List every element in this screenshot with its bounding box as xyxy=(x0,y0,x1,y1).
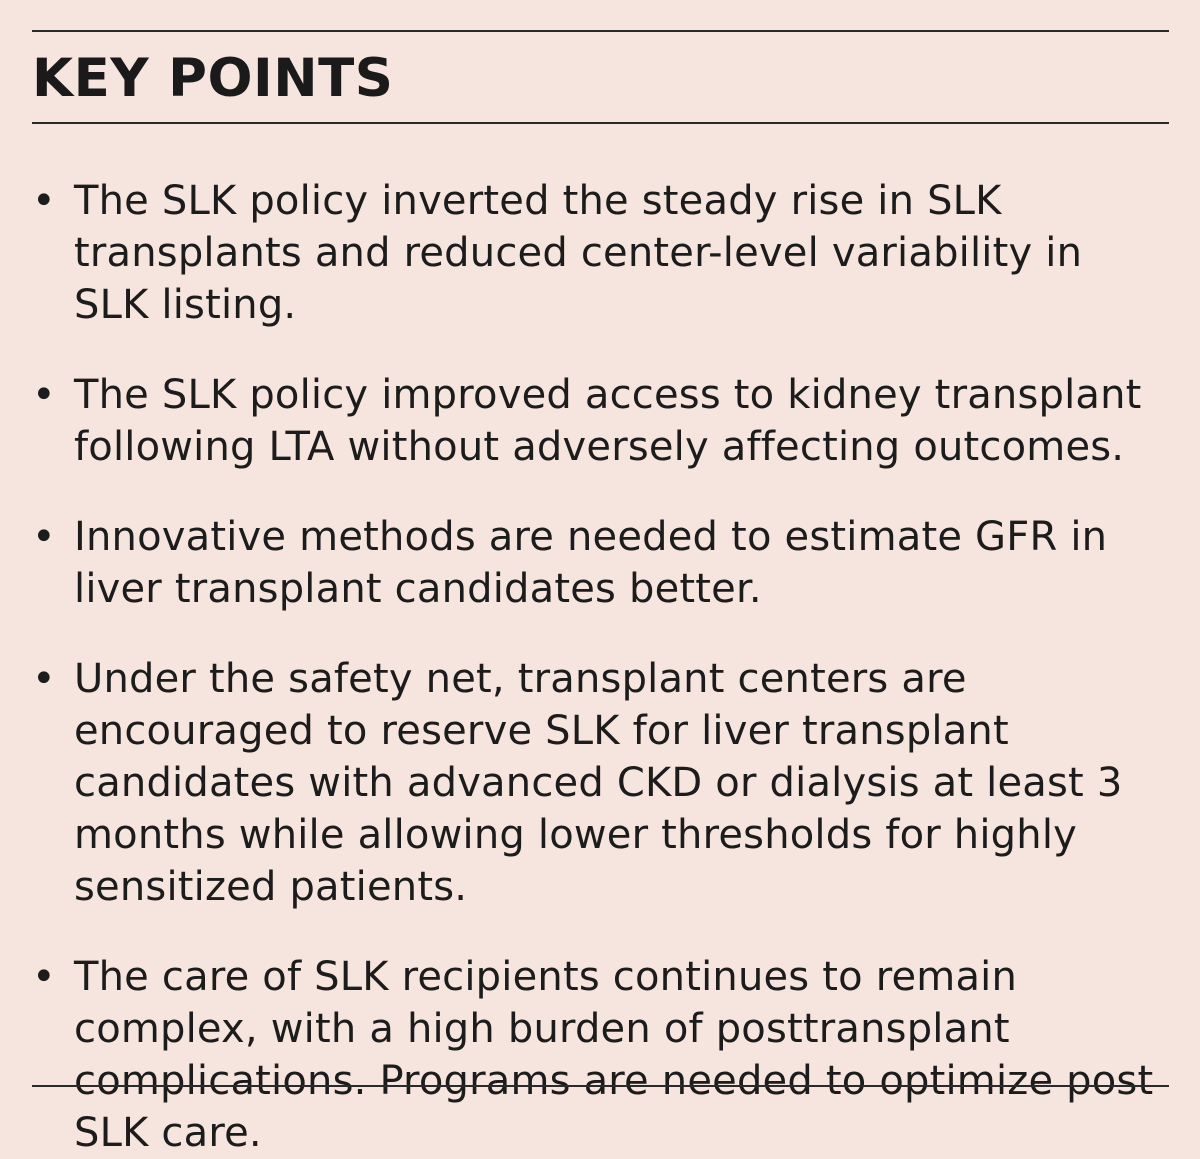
bullet-icon: • xyxy=(32,954,56,1000)
key-point-text: The SLK policy inverted the steady rise … xyxy=(74,178,1083,328)
key-point-text: The SLK policy improved access to kidney… xyxy=(74,372,1142,470)
heading-rule xyxy=(32,122,1169,124)
key-point-item: • The SLK policy improved access to kidn… xyxy=(28,369,1168,473)
key-point-item: • The SLK policy inverted the steady ris… xyxy=(28,175,1168,331)
top-rule xyxy=(32,30,1169,32)
bottom-rule xyxy=(32,1085,1169,1087)
key-point-item: • Innovative methods are needed to estim… xyxy=(28,511,1168,615)
key-point-item: • The care of SLK recipients continues t… xyxy=(28,951,1168,1159)
key-point-text: The care of SLK recipients continues to … xyxy=(74,954,1154,1156)
key-point-text: Under the safety net, transplant centers… xyxy=(74,656,1123,910)
key-point-text: Innovative methods are needed to estimat… xyxy=(74,514,1108,612)
key-points-list: • The SLK policy inverted the steady ris… xyxy=(28,175,1168,1159)
bullet-icon: • xyxy=(32,656,56,702)
bullet-icon: • xyxy=(32,372,56,418)
key-points-heading: KEY POINTS xyxy=(32,48,394,109)
bullet-icon: • xyxy=(32,514,56,560)
bullet-icon: • xyxy=(32,178,56,224)
key-point-item: • Under the safety net, transplant cente… xyxy=(28,653,1168,913)
